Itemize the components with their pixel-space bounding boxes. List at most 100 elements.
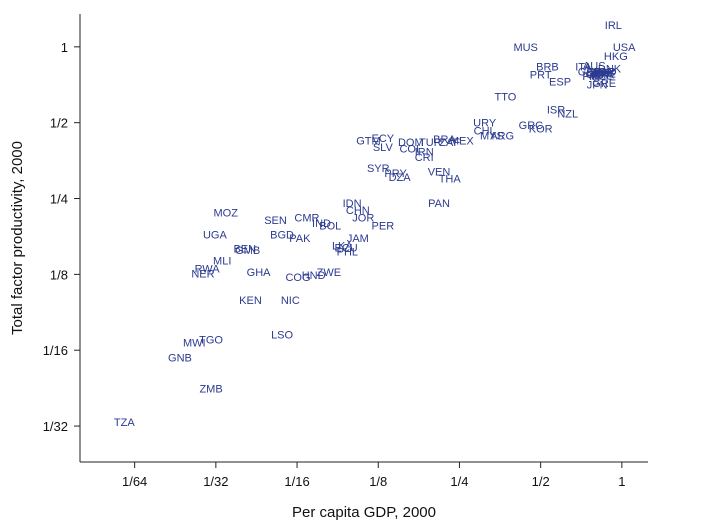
- point-label-ken: KEN: [239, 295, 262, 307]
- point-label-chl: CHL: [474, 126, 496, 138]
- point-label-kor: KOR: [529, 123, 553, 135]
- point-label-brb: BRB: [536, 62, 559, 74]
- point-label-col: COL: [399, 143, 422, 155]
- point-label-bgd: BGD: [270, 229, 294, 241]
- x-tick-label: 1/2: [532, 474, 550, 489]
- point-label-dnk: DNK: [598, 64, 622, 76]
- point-label-moz: MOZ: [214, 208, 239, 220]
- point-label-ecy: ECY: [372, 133, 395, 145]
- point-label-aut: AUT: [589, 70, 611, 82]
- point-label-grc: GRC: [519, 120, 544, 132]
- x-tick-label: 1/64: [122, 474, 147, 489]
- point-label-rwa: RWA: [195, 263, 221, 275]
- x-axis-ticks: 1/64 1/32 1/16 1/8 1/4 1/2 1: [122, 462, 625, 489]
- point-label-esp: ESP: [549, 76, 571, 88]
- point-label-hnd: HND: [302, 270, 326, 282]
- point-label-mus: MUS: [513, 42, 537, 54]
- point-label-aus: AUS: [583, 60, 606, 72]
- y-tick-label: 1/8: [50, 267, 68, 282]
- point-label-slv: SLV: [373, 142, 394, 154]
- y-tick-label: 1/2: [50, 116, 68, 131]
- point-label-irn: IRN: [415, 146, 434, 158]
- point-label-syr: SYR: [367, 163, 390, 175]
- point-label-mwi: MWI: [183, 338, 206, 350]
- point-label-usa: USA: [613, 42, 636, 54]
- point-label-tto: TTO: [494, 92, 516, 104]
- point-label-nld: NLD: [595, 66, 617, 78]
- point-label-uga: UGA: [203, 229, 228, 241]
- point-label-cog: COG: [285, 272, 310, 284]
- point-label-per: PER: [372, 221, 395, 233]
- point-label-nzl: NZL: [557, 108, 578, 120]
- point-label-ind: IND: [312, 218, 331, 230]
- point-label-zaf: ZAF: [439, 137, 460, 149]
- point-label-ner: NER: [191, 268, 214, 280]
- point-label-gbr: GBR: [578, 66, 602, 78]
- point-label-bel: BEL: [591, 70, 612, 82]
- point-label-jor: JOR: [352, 213, 374, 225]
- point-label-chn: CHN: [346, 205, 370, 217]
- point-label-phl: PHL: [337, 247, 358, 259]
- point-label-jam: JAM: [347, 233, 369, 245]
- y-axis-ticks: 1 1/2 1/4 1/8 1/16 1/32: [43, 40, 80, 434]
- point-label-hkg: HKG: [604, 51, 628, 63]
- point-label-gtm: GTM: [356, 135, 380, 147]
- plot-frame: [79, 14, 648, 463]
- point-label-pry: PRY: [384, 168, 407, 180]
- point-label-gmb: GMB: [235, 245, 260, 257]
- point-label-ben: BEN: [233, 244, 256, 256]
- point-label-bra: BRA: [433, 134, 456, 146]
- point-label-gnb: GNB: [168, 352, 192, 364]
- y-tick-label: 1/32: [43, 419, 68, 434]
- x-axis-label: Per capita GDP, 2000: [292, 504, 436, 521]
- point-label-cri: CRI: [415, 152, 434, 164]
- point-label-tza: TZA: [114, 417, 135, 429]
- point-label-zwe: ZWE: [317, 267, 341, 279]
- point-label-tur: TUR: [419, 137, 442, 149]
- point-label-gre: GRE: [592, 78, 616, 90]
- point-label-ven: VEN: [428, 167, 451, 179]
- x-tick-label: 1: [618, 474, 625, 489]
- y-axis-label: Total factor productivity, 2000: [9, 141, 26, 335]
- point-label-swe: SWE: [586, 68, 611, 80]
- point-label-bol: BOL: [319, 221, 341, 233]
- point-label-dom: DOM: [398, 137, 424, 149]
- point-label-ecu: ECU: [334, 242, 357, 254]
- x-tick-label: 1/32: [203, 474, 228, 489]
- point-label-idn: IDN: [343, 198, 362, 210]
- point-label-che: CHE: [593, 68, 616, 80]
- point-label-arg: ARG: [490, 130, 514, 142]
- point-label-prt: PRT: [530, 70, 552, 82]
- point-label-pak: PAK: [289, 233, 311, 245]
- point-label-jpn: JPN: [587, 79, 608, 91]
- x-tick-label: 1/16: [284, 474, 309, 489]
- point-label-cmr: CMR: [294, 213, 319, 225]
- point-label-nor: NOR: [591, 66, 616, 78]
- point-label-lso: LSO: [271, 330, 293, 342]
- point-label-gha: GHA: [247, 267, 272, 279]
- point-label-fin: FIN: [582, 71, 600, 83]
- x-tick-label: 1/8: [369, 474, 387, 489]
- point-label-nic: NIC: [281, 295, 300, 307]
- point-label-can: CAN: [586, 69, 609, 81]
- point-label-tha: THA: [439, 174, 462, 186]
- point-label-sen: SEN: [264, 215, 287, 227]
- point-label-mys: MYS: [480, 130, 504, 142]
- y-tick-label: 1/4: [50, 192, 68, 207]
- point-label-lka: LKA: [332, 240, 353, 252]
- point-label-irl: IRL: [605, 20, 622, 32]
- x-tick-label: 1/4: [450, 474, 468, 489]
- point-label-dza: DZA: [389, 172, 412, 184]
- point-label-tgo: TGO: [199, 334, 223, 346]
- point-label-fra: FRA: [592, 70, 615, 82]
- y-tick-label: 1/16: [43, 343, 68, 358]
- point-label-isr: ISR: [547, 104, 565, 116]
- point-label-mex: MEX: [450, 135, 475, 147]
- point-label-ury: URY: [473, 118, 497, 130]
- point-label-ita: ITA: [575, 62, 592, 74]
- point-label-mli: MLI: [213, 255, 231, 267]
- y-tick-label: 1: [61, 40, 68, 55]
- point-label-zmb: ZMB: [199, 384, 222, 396]
